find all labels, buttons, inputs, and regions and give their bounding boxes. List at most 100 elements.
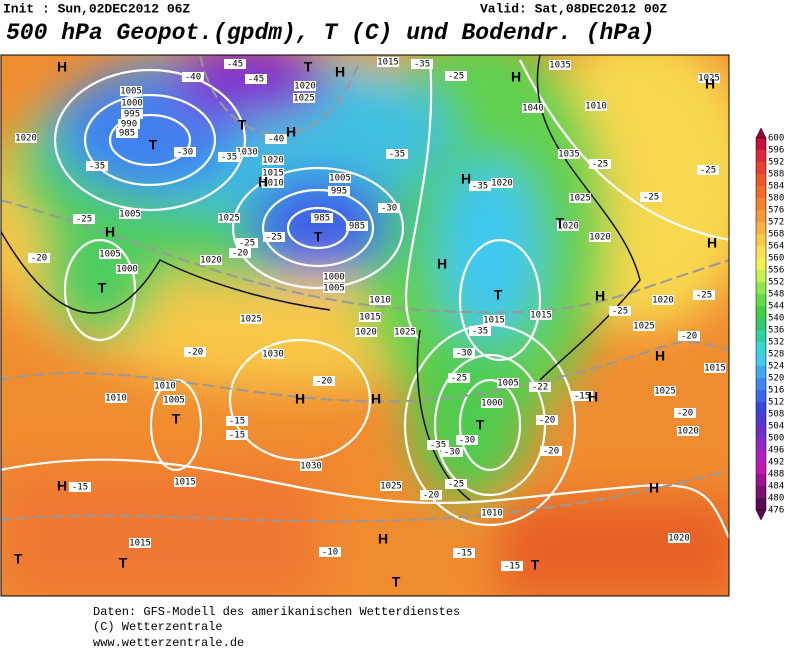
pressure-center: T bbox=[531, 557, 540, 573]
isobar-label: 1025 bbox=[380, 482, 402, 492]
temperature-label: -30 bbox=[459, 436, 475, 446]
pressure-center: T bbox=[556, 215, 565, 231]
temperature-label-box bbox=[263, 232, 285, 242]
temperature-label: -30 bbox=[444, 448, 460, 458]
pressure-center: H bbox=[57, 478, 67, 494]
isobar-label: 1020 bbox=[491, 179, 513, 189]
footer-source: Daten: GFS-Modell des amerikanischen Wet… bbox=[93, 605, 460, 619]
temperature-label-box bbox=[427, 440, 449, 450]
temperature-label: -35 bbox=[472, 327, 488, 337]
colorbar-swatch bbox=[756, 174, 766, 186]
isobar-label: 1025 bbox=[240, 315, 262, 325]
temperature-label-box bbox=[589, 159, 611, 169]
colorbar-label: 540 bbox=[768, 314, 784, 324]
colorbar-label: 516 bbox=[768, 386, 784, 396]
isobar-label-box bbox=[174, 477, 196, 487]
isobar-label-box bbox=[99, 249, 121, 259]
isobar-label-box bbox=[549, 60, 571, 70]
colorbar-swatch bbox=[756, 306, 766, 318]
colorbar-swatch bbox=[756, 342, 766, 354]
temperature-label: -25 bbox=[266, 233, 282, 243]
colorbar-label: 548 bbox=[768, 290, 784, 300]
colorbar-label: 580 bbox=[768, 194, 784, 204]
temperature-label-box bbox=[319, 547, 341, 557]
isobar-label: 1010 bbox=[154, 382, 176, 392]
map-title: 500 hPa Geopot.(gpdm), T (C) und Bodendr… bbox=[6, 20, 655, 46]
colorbar-label: 492 bbox=[768, 458, 784, 468]
temperature-label-box bbox=[86, 161, 108, 171]
temperature-label: -45 bbox=[227, 60, 243, 70]
temperature-label: -30 bbox=[456, 349, 472, 359]
isobar-label-box bbox=[154, 381, 176, 391]
isobar-label: 1015 bbox=[530, 311, 552, 321]
isobar-label-box bbox=[589, 232, 611, 242]
pressure-center: H bbox=[588, 389, 598, 405]
colorbar-label: 588 bbox=[768, 170, 784, 180]
isobar-label: 1020 bbox=[15, 134, 37, 144]
isobar-label-box bbox=[585, 101, 607, 111]
temperature-label-box bbox=[445, 71, 467, 81]
colorbar-swatch bbox=[756, 402, 766, 414]
temperature-label: -25 bbox=[696, 291, 712, 301]
pressure-center: H bbox=[595, 288, 605, 304]
isobar-label: 1030 bbox=[300, 462, 322, 472]
temperature-label-box bbox=[182, 72, 204, 82]
isobar-label-box bbox=[369, 295, 391, 305]
isobar-label-box bbox=[359, 312, 381, 322]
init-time: Init : Sun,02DEC2012 06Z bbox=[3, 1, 190, 16]
isobar-label: 995 bbox=[124, 110, 140, 120]
isobar-label: 1015 bbox=[262, 169, 284, 179]
isobar-label-box bbox=[218, 213, 240, 223]
isobar-label: 1020 bbox=[200, 256, 222, 266]
temperature-label: -20 bbox=[232, 249, 248, 259]
temperature-label: -20 bbox=[677, 409, 693, 419]
isobar-label: 1030 bbox=[236, 148, 258, 158]
colorbar-swatch bbox=[756, 330, 766, 342]
colorbar-swatch bbox=[756, 150, 766, 162]
temperature-label: -25 bbox=[612, 307, 628, 317]
isobar-label-box bbox=[120, 86, 142, 96]
isobar-label: 1020 bbox=[677, 427, 699, 437]
temperature-label-box bbox=[571, 391, 593, 401]
temperature-label: -35 bbox=[430, 441, 446, 451]
colorbar: 600 596 592 588 584 580 576 572 568 564 560 556 552 5… bbox=[755, 127, 784, 521]
colorbar-label: 524 bbox=[768, 362, 784, 372]
isobar-label: 1015 bbox=[129, 539, 151, 549]
colorbar-label: 596 bbox=[768, 146, 784, 156]
colorbar-swatch bbox=[756, 282, 766, 294]
isobar-label-box bbox=[236, 147, 258, 157]
isobar-label-box bbox=[522, 103, 544, 113]
colorbar-label: 576 bbox=[768, 206, 784, 216]
isobar-label-box bbox=[530, 310, 552, 320]
colorbar-label: 532 bbox=[768, 338, 784, 348]
isobar-label-box bbox=[481, 508, 503, 518]
isobar-label: 1025 bbox=[394, 328, 416, 338]
pressure-center: T bbox=[149, 137, 158, 153]
footer-url: www.wetterzentrale.de bbox=[93, 636, 244, 648]
colorbar-swatch bbox=[756, 162, 766, 174]
temperature-label-box bbox=[226, 430, 248, 440]
isobar-label-box bbox=[355, 327, 377, 337]
isobar-label: 1000 bbox=[116, 265, 138, 275]
temperature-label: -20 bbox=[187, 348, 203, 358]
isobar-label: 1020 bbox=[589, 233, 611, 243]
isobar-label: 1010 bbox=[105, 394, 127, 404]
pressure-center: T bbox=[494, 287, 503, 303]
isobar-label: 1005 bbox=[120, 87, 142, 97]
isobar-label-box bbox=[377, 57, 399, 67]
isobar-label: 1010 bbox=[481, 509, 503, 519]
pressure-center: T bbox=[238, 117, 247, 133]
temperature-label-box bbox=[245, 74, 267, 84]
isobar-label-box bbox=[311, 213, 333, 223]
pressure-center: T bbox=[314, 229, 323, 245]
isobar-label: 1005 bbox=[497, 379, 519, 389]
pressure-center: H bbox=[335, 64, 345, 80]
isobar-label: 995 bbox=[331, 187, 347, 197]
isobar-label: 990 bbox=[121, 120, 137, 130]
isobar-label: 1025 bbox=[218, 214, 240, 224]
temperature-label-box bbox=[218, 152, 240, 162]
isobar-label-box bbox=[121, 98, 143, 108]
colorbar-label: 504 bbox=[768, 422, 784, 432]
isobar-label: 1025 bbox=[569, 194, 591, 204]
isobar-label: 1020 bbox=[668, 534, 690, 544]
